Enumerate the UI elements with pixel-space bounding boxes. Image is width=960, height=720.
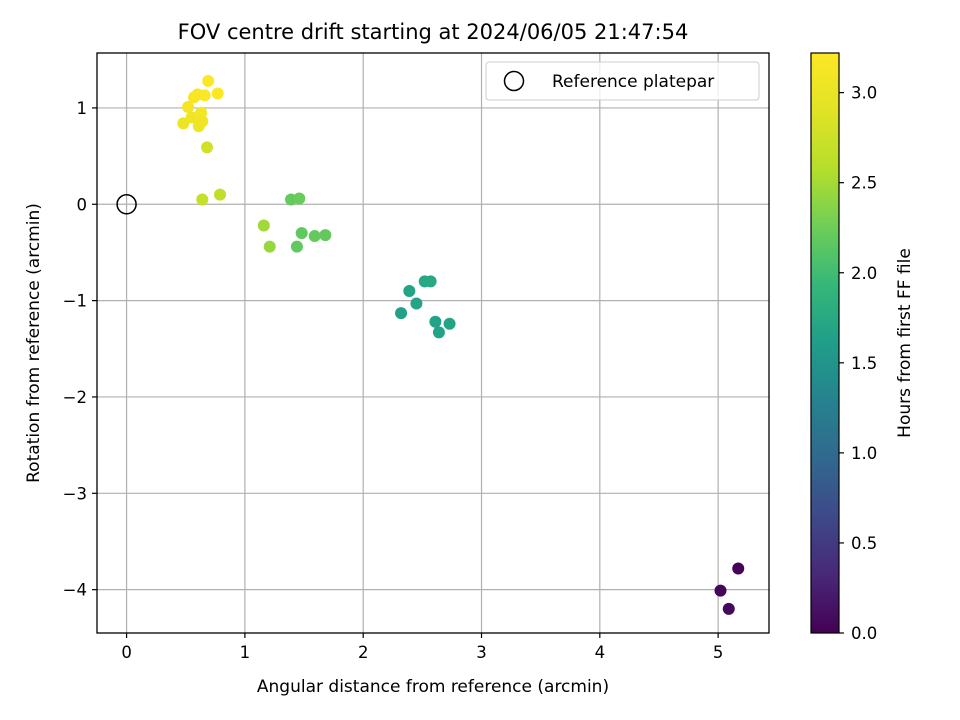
data-point — [293, 192, 306, 205]
x-tick-label: 4 — [595, 643, 606, 662]
data-point — [202, 74, 215, 87]
axis-ticks: 0 1 2 3 4 5 1 0 −1 −2 −3 −4 — [63, 99, 724, 662]
legend-label: Reference platepar — [552, 72, 714, 92]
data-point — [263, 240, 276, 253]
data-point — [185, 111, 198, 124]
data-point — [432, 326, 445, 339]
plot-frame — [96, 52, 770, 634]
legend-box — [485, 61, 760, 101]
colorbar: 0.0 0.5 1.0 1.5 2.0 2.5 3.0 Hours from first F… — [810, 52, 915, 643]
data-point — [211, 87, 224, 100]
data-point — [295, 227, 308, 240]
colorbar-tick-label: 1.5 — [851, 354, 877, 373]
data-point — [290, 240, 303, 253]
colorbar-tick-label: 3.0 — [851, 84, 877, 103]
legend: Reference platepar — [485, 61, 760, 101]
data-point — [198, 89, 211, 102]
colorbar-ticks: 0.0 0.5 1.0 1.5 2.0 2.5 3.0 — [839, 84, 877, 643]
legend-marker-icon — [503, 70, 525, 92]
y-axis-title: Rotation from reference (arcmin) — [24, 203, 44, 483]
data-points — [177, 74, 745, 615]
colorbar-tick-label: 0.5 — [851, 534, 877, 553]
data-point — [429, 315, 442, 328]
colorbar-tick-label: 1.0 — [851, 444, 877, 463]
x-axis-title: Angular distance from reference (arcmin) — [257, 677, 609, 697]
data-point — [214, 188, 227, 201]
x-tick-label: 1 — [240, 643, 251, 662]
y-tick-label: 1 — [77, 99, 88, 118]
data-point — [182, 100, 195, 113]
y-tick-label: −1 — [63, 292, 87, 311]
colorbar-gradient — [811, 53, 839, 633]
data-point — [395, 307, 408, 320]
colorbar-tick-label: 0.0 — [851, 624, 877, 643]
x-tick-label: 5 — [713, 643, 724, 662]
data-point — [732, 562, 745, 575]
y-tick-label: −4 — [63, 581, 87, 600]
chart-title: FOV centre drift starting at 2024/06/05 … — [178, 20, 689, 44]
x-tick-label: 2 — [358, 643, 369, 662]
colorbar-label: Hours from first FF file — [895, 248, 915, 438]
data-point — [257, 219, 270, 232]
data-point — [722, 602, 735, 615]
colorbar-tick-label: 2.0 — [851, 264, 877, 283]
y-tick-label: −2 — [63, 388, 87, 407]
x-tick-label: 3 — [476, 643, 487, 662]
data-point — [196, 193, 209, 206]
data-point — [443, 317, 456, 330]
data-point — [196, 115, 209, 128]
data-point — [403, 284, 416, 297]
grid-lines — [97, 53, 769, 633]
data-point — [201, 141, 214, 154]
colorbar-frame — [810, 52, 840, 634]
data-point — [308, 230, 321, 243]
x-tick-label: 0 — [121, 643, 132, 662]
data-point — [319, 229, 332, 242]
y-tick-label: 0 — [77, 195, 88, 214]
data-point — [714, 584, 727, 597]
data-point — [424, 275, 437, 288]
y-tick-label: −3 — [63, 484, 87, 503]
colorbar-tick-label: 2.5 — [851, 174, 877, 193]
reference-marker — [116, 194, 137, 215]
data-point — [410, 297, 423, 310]
